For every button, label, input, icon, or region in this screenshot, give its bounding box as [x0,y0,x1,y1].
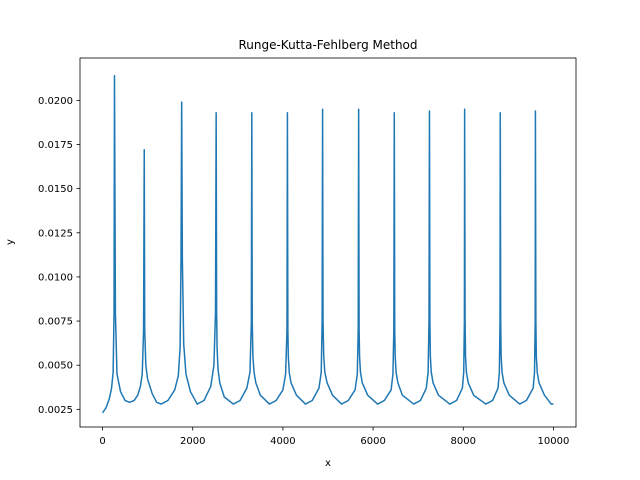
y-tick-label: 0.0025 [38,405,73,416]
y-tick-label: 0.0150 [38,184,73,195]
y-tick-label: 0.0100 [38,272,73,283]
axes-frame [79,57,577,428]
chart-title: Runge-Kutta-Fehlberg Method [238,38,417,52]
plot-area [101,74,554,414]
y-tick-label: 0.0125 [38,228,73,239]
x-axis-label: x [325,458,331,469]
x-tick-label: 10000 [538,436,570,447]
y-tick-label: 0.0075 [38,317,73,328]
x-tick-label: 0 [99,436,105,447]
y-tick-label: 0.0050 [38,361,73,372]
y-axis-label: y [5,239,16,245]
x-tick-label: 6000 [360,436,385,447]
x-tick-label: 4000 [270,436,295,447]
series-line-0 [101,74,554,414]
x-axis: 0 2000 4000 6000 8000 10000 [99,427,569,447]
x-tick-label: 2000 [180,436,205,447]
y-tick-label: 0.0200 [38,96,73,107]
y-axis: 0.0025 0.0050 0.0075 0.0100 0.0125 0.0150 0.01… [38,96,80,416]
y-tick-label: 0.0175 [38,140,73,151]
x-tick-label: 8000 [451,436,476,447]
